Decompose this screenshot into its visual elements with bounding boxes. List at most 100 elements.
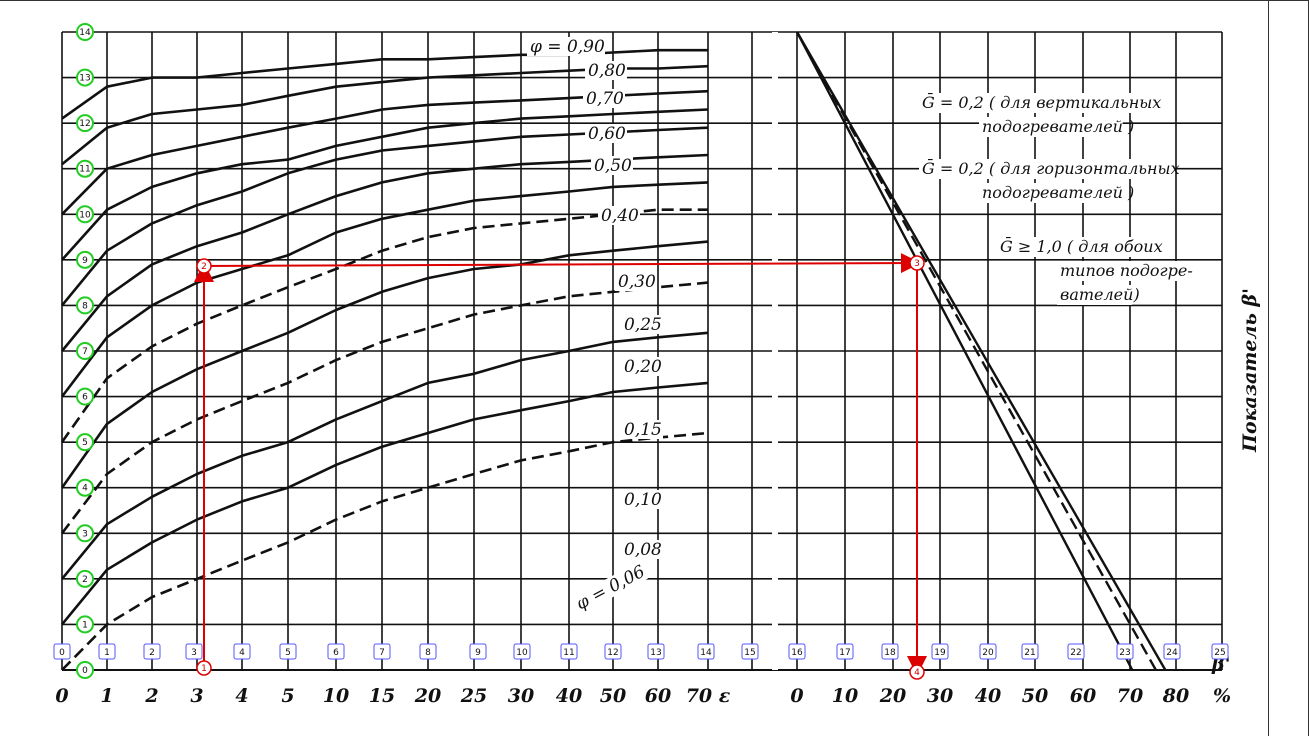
- x-tick-left-6: 10: [323, 685, 349, 707]
- blue-marker-19: [931, 643, 949, 660]
- x-tick-left-0: 0: [55, 685, 68, 707]
- green-marker-label-7: 7: [82, 347, 88, 357]
- green-marker-label-13: 13: [79, 74, 90, 84]
- blue-marker-25: [1211, 643, 1229, 660]
- right-panel-lines: [795, 31, 1167, 671]
- right-line-2: [795, 31, 1134, 671]
- green-marker-4: [76, 478, 94, 497]
- red-marker-2: [909, 255, 925, 271]
- phi-label-bg-10: [621, 490, 663, 509]
- x-tick-left-2: 2: [144, 685, 158, 707]
- green-marker-label-1: 1: [82, 620, 88, 630]
- red-path: 12 34: [194, 253, 927, 680]
- frame-right-border: [1268, 0, 1269, 736]
- phi-label-5: 0,40: [601, 206, 639, 226]
- blue-marker-label-21: 21: [1024, 648, 1035, 658]
- phi-label-10: 0,10: [624, 490, 662, 510]
- phi-label-3: 0,60: [588, 124, 626, 144]
- x-tick-right-2: 20: [879, 685, 906, 707]
- blue-marker-label-20: 20: [982, 648, 994, 658]
- green-marker-label-14: 14: [79, 28, 91, 38]
- green-marker-label-9: 9: [82, 256, 88, 266]
- phi-label-6: 0,30: [618, 272, 656, 292]
- right-line-1: [795, 31, 1157, 671]
- phi-label-0: φ = 0,90: [530, 37, 605, 57]
- phi-label-11: 0,08: [624, 540, 662, 560]
- blue-marker-label-0: 0: [59, 648, 65, 658]
- curve-6: [60, 181, 709, 398]
- phi-label-1: 0,80: [588, 61, 626, 81]
- x-tick-left-13: 60: [645, 685, 671, 707]
- x-tick-right-3: 30: [927, 685, 953, 707]
- blue-marker-label-10: 10: [516, 648, 528, 658]
- blue-marker-label-13: 13: [650, 648, 661, 658]
- curve-12: [61, 431, 709, 671]
- green-marker-label-11: 11: [79, 165, 90, 175]
- blue-marker-label-16: 16: [791, 648, 803, 658]
- blue-marker-14: [697, 643, 715, 660]
- phi-label-bg-1: [585, 61, 627, 80]
- gbar-label-2-1: типов подогре-: [1060, 261, 1193, 280]
- blue-marker-label-19: 19: [934, 648, 946, 658]
- green-marker-9: [76, 250, 94, 269]
- blue-marker-10: [513, 643, 531, 660]
- blue-marker-label-2: 2: [149, 648, 155, 658]
- x-tick-right-6: 60: [1070, 685, 1096, 707]
- blue-marker-label-6: 6: [333, 648, 339, 658]
- phi-label-4: 0,50: [594, 156, 632, 176]
- blue-marker-11: [560, 643, 578, 660]
- green-marker-label-4: 4: [82, 484, 88, 494]
- green-marker-label-2: 2: [82, 575, 88, 585]
- x-tick-right-1: 10: [832, 685, 858, 707]
- y-axis-label: Показатель β': [1239, 288, 1261, 453]
- blue-marker-label-5: 5: [285, 648, 291, 658]
- phi-label-bg-12: [570, 561, 649, 615]
- blue-marker-label-7: 7: [379, 648, 385, 658]
- blue-marker-label-25: 25: [1214, 648, 1225, 658]
- x-tick-left-11: 40: [556, 685, 582, 707]
- gbar-label-2-2: вателей): [1060, 285, 1140, 304]
- x-tick-left-12: 50: [600, 685, 626, 707]
- blue-marker-16: [788, 643, 806, 660]
- phi-label-bg-5: [598, 206, 640, 225]
- green-marker-12: [76, 114, 94, 133]
- red-marker-label-0: 1: [201, 664, 207, 674]
- curve-10: [60, 331, 709, 580]
- phi-label-2: 0,70: [586, 89, 624, 109]
- green-marker-13: [76, 68, 94, 87]
- green-marker-2: [76, 569, 94, 588]
- green-marker-5: [76, 433, 94, 452]
- blue-marker-5: [279, 643, 297, 660]
- phi-label-bg-8: [621, 357, 663, 376]
- x-tick-right-0: 0: [790, 685, 803, 707]
- blue-marker-label-18: 18: [884, 648, 896, 658]
- blue-marker-label-17: 17: [839, 648, 850, 658]
- x-tick-left-9: 25: [460, 685, 487, 707]
- blue-marker-20: [979, 643, 997, 660]
- red-marker-1: [196, 258, 212, 274]
- x-tick-left-14: 70 ε: [686, 685, 731, 707]
- green-marker-11: [76, 159, 94, 178]
- x-tick-left-1: 1: [100, 685, 113, 707]
- curve-7: [60, 208, 708, 443]
- green-marker-label-5: 5: [82, 438, 88, 448]
- red-marker-label-1: 2: [201, 262, 207, 272]
- gbar-label-0-1: подогревателей ): [982, 117, 1134, 136]
- x-tick-left-10: 30: [508, 685, 534, 707]
- phi-label-bg-9: [621, 420, 663, 439]
- blue-marker-label-3: 3: [191, 648, 197, 658]
- gbar-label-bg-2-0: [997, 237, 1175, 257]
- x-tick-right-5: 50: [1022, 685, 1048, 707]
- blue-marker-6: [327, 643, 345, 660]
- right-line-0: [795, 31, 1167, 671]
- blue-marker-label-23: 23: [1119, 648, 1130, 658]
- blue-marker-18: [881, 643, 899, 660]
- green-marker-label-12: 12: [79, 119, 90, 129]
- gbar-label-bg-2-1: [1057, 261, 1184, 281]
- blue-marker-8: [419, 643, 437, 660]
- curve-2: [61, 89, 709, 216]
- blue-marker-22: [1067, 643, 1085, 660]
- x-tick-left-8: 20: [414, 685, 441, 707]
